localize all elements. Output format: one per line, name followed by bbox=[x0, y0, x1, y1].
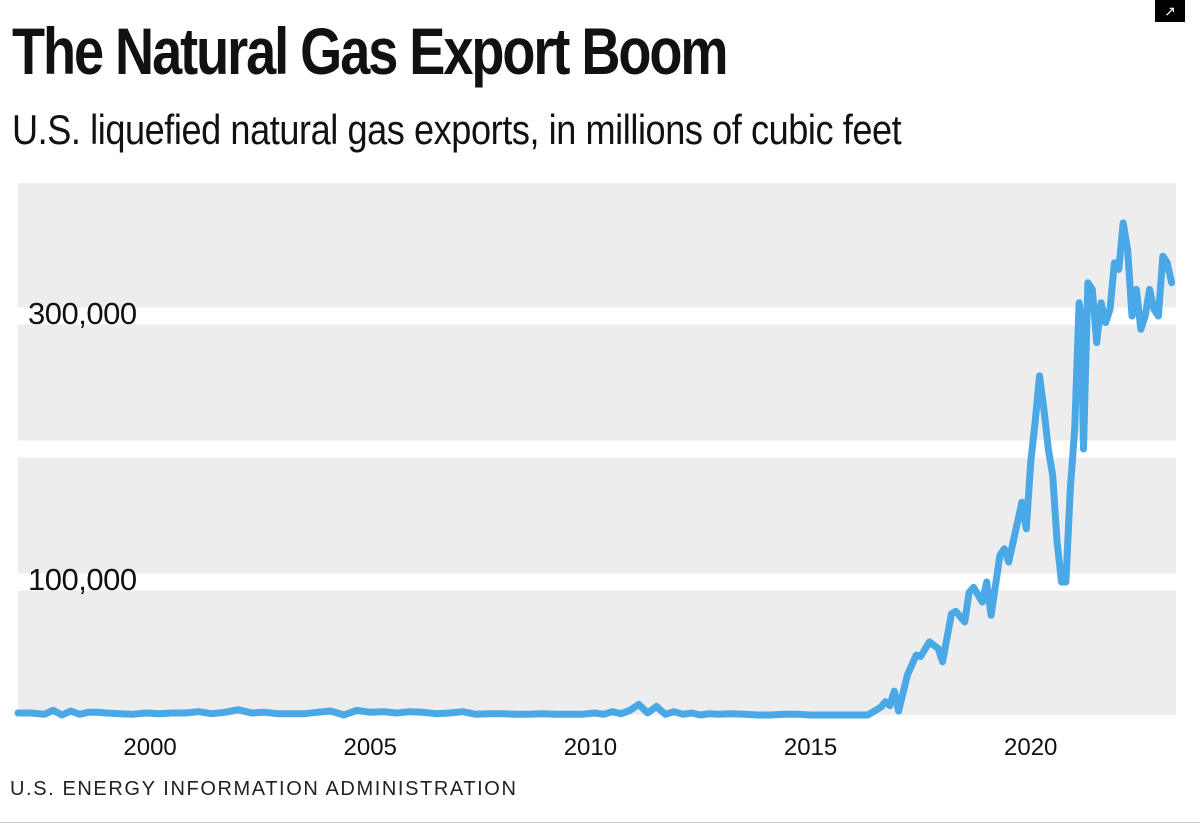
bottom-divider bbox=[0, 822, 1200, 823]
chart-title: The Natural Gas Export Boom bbox=[12, 14, 729, 88]
x-tick-label: 2020 bbox=[1004, 734, 1057, 761]
x-tick-label: 2000 bbox=[123, 734, 176, 761]
series-line-lng-exports bbox=[14, 219, 1176, 719]
data-series bbox=[14, 219, 1176, 719]
x-axis-labels: 2000 2005 2010 2015 2020 bbox=[123, 734, 1057, 761]
x-tick-label: 2010 bbox=[564, 734, 617, 761]
x-tick-label: 2005 bbox=[344, 734, 397, 761]
grid-bands bbox=[18, 183, 1176, 715]
grid-band bbox=[18, 324, 1176, 441]
y-tick-label: 300,000 bbox=[28, 296, 137, 331]
y-axis-labels: 100,000 300,000 bbox=[28, 296, 137, 597]
expand-icon[interactable]: ↗ bbox=[1155, 0, 1185, 22]
y-tick-label: 100,000 bbox=[28, 562, 137, 597]
x-tick-label: 2015 bbox=[784, 734, 837, 761]
grid-band bbox=[18, 183, 1176, 308]
source-credit: U.S. ENERGY INFORMATION ADMINISTRATION bbox=[10, 778, 518, 800]
grid-band bbox=[18, 590, 1176, 715]
grid-band bbox=[18, 457, 1176, 574]
chart-subtitle: U.S. liquefied natural gas exports, in m… bbox=[12, 106, 902, 153]
